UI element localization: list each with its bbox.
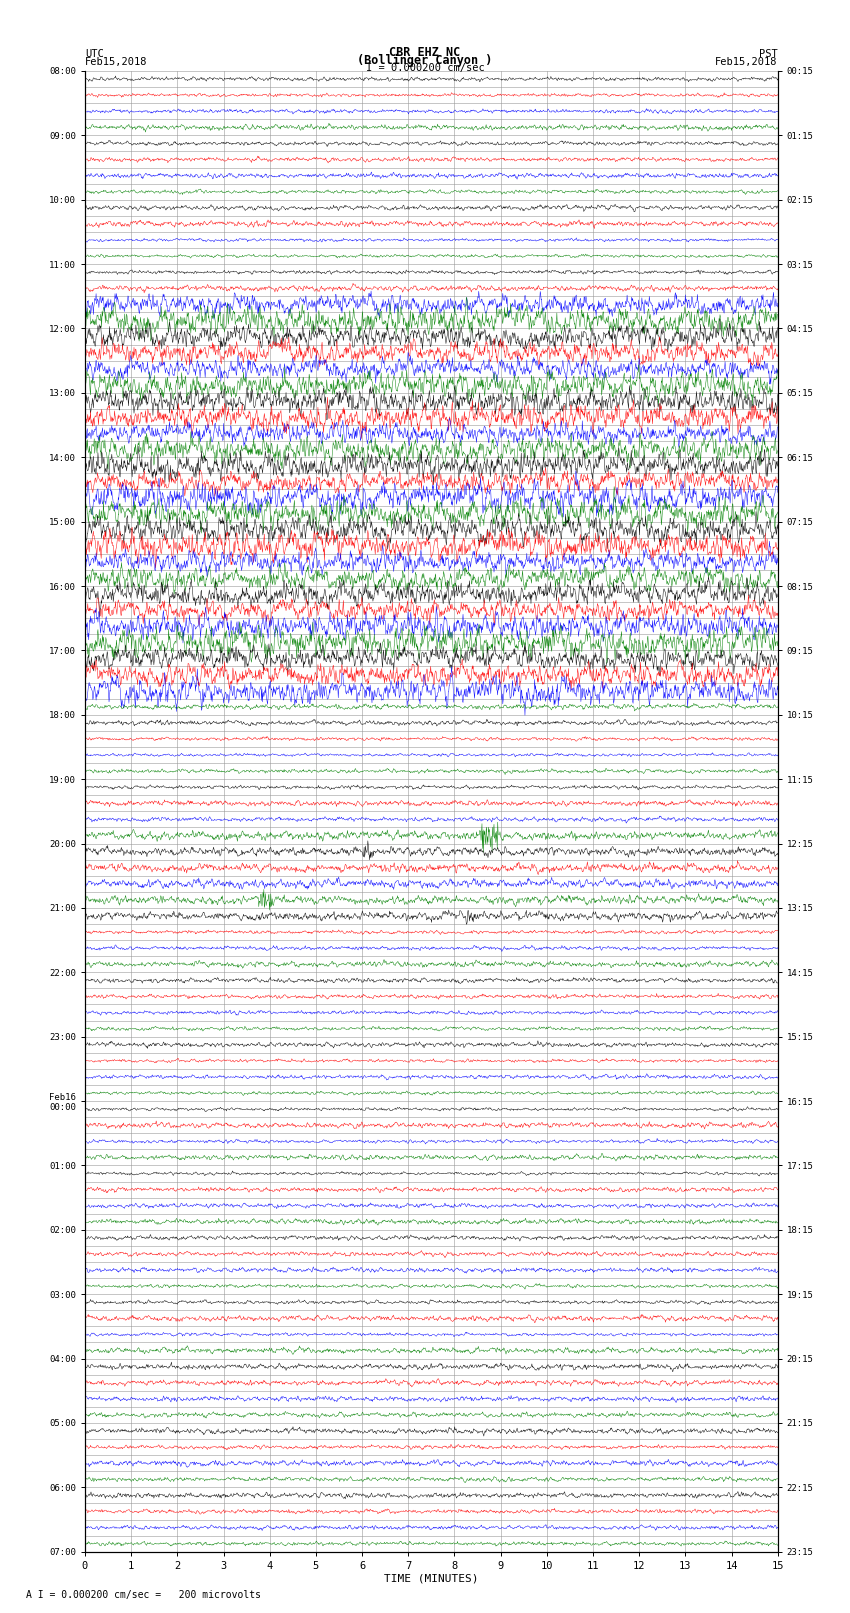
Text: Feb15,2018: Feb15,2018 xyxy=(85,56,148,66)
X-axis label: TIME (MINUTES): TIME (MINUTES) xyxy=(384,1574,479,1584)
Text: Feb15,2018: Feb15,2018 xyxy=(715,56,778,66)
Text: (Bollinger Canyon ): (Bollinger Canyon ) xyxy=(357,53,493,66)
Text: I = 0.000200 cm/sec: I = 0.000200 cm/sec xyxy=(366,63,484,73)
Text: PST: PST xyxy=(759,48,778,58)
Text: A I = 0.000200 cm/sec =   200 microvolts: A I = 0.000200 cm/sec = 200 microvolts xyxy=(26,1590,260,1600)
Text: CBR EHZ NC: CBR EHZ NC xyxy=(389,45,461,58)
Text: UTC: UTC xyxy=(85,48,104,58)
